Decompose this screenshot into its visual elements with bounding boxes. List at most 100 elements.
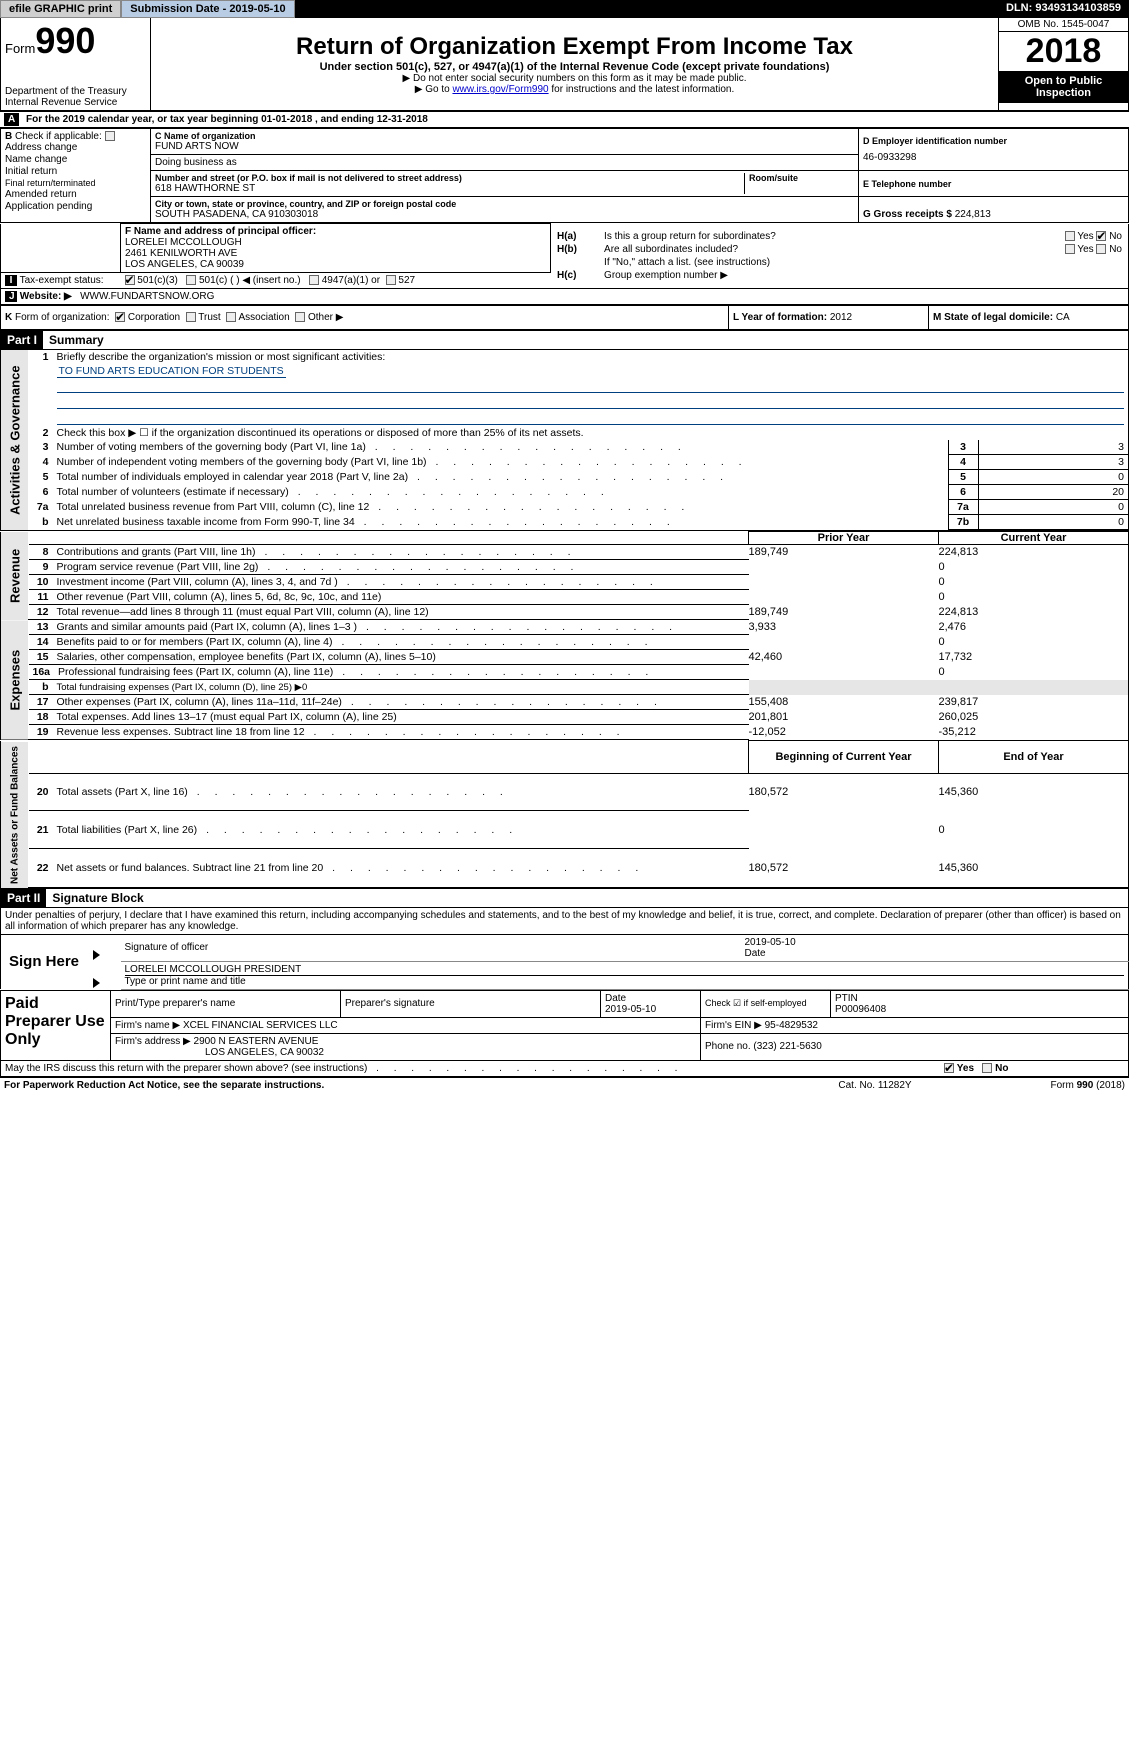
- opt-501c3[interactable]: 501(c)(3): [137, 275, 178, 286]
- line-22-begin: 180,572: [749, 849, 939, 888]
- check-address-change[interactable]: Address change: [5, 142, 146, 153]
- firm-name: XCEL FINANCIAL SERVICES LLC: [183, 1020, 338, 1031]
- sign-here-label: Sign Here: [1, 934, 91, 989]
- room-label: Room/suite: [749, 173, 854, 183]
- mission-text: TO FUND ARTS EDUCATION FOR STUDENTS: [57, 365, 286, 378]
- line-21-label: Total liabilities (Part X, line 26): [53, 823, 749, 837]
- line-11-current: 0: [939, 590, 1129, 605]
- col-prior-year: Prior Year: [749, 532, 939, 545]
- line-1-label: Briefly describe the organization's miss…: [53, 350, 1129, 364]
- perjury-statement: Under penalties of perjury, I declare th…: [0, 907, 1129, 934]
- box-g-label: G Gross receipts $: [863, 209, 952, 220]
- line-8-prior: 189,749: [749, 545, 939, 560]
- ptin-value: P00096408: [835, 1004, 1124, 1015]
- line-12-current: 224,813: [939, 605, 1129, 620]
- line-8-label: Contributions and grants (Part VIII, lin…: [53, 545, 749, 559]
- omb-number: OMB No. 1545-0047: [999, 18, 1128, 32]
- city-value: SOUTH PASADENA, CA 910303018: [155, 209, 854, 220]
- check-app-pending[interactable]: Application pending: [5, 201, 146, 212]
- tax-year: 2018: [999, 32, 1128, 71]
- open-to-public: Open to Public Inspection: [999, 71, 1128, 103]
- check-name-change[interactable]: Name change: [5, 154, 146, 165]
- prep-date: 2019-05-10: [605, 1004, 696, 1015]
- efile-topbar: efile GRAPHIC print Submission Date - 20…: [0, 0, 1129, 18]
- self-employed-check[interactable]: Check ☑ if self-employed: [701, 990, 831, 1017]
- opt-assoc[interactable]: Association: [239, 312, 290, 323]
- line-7a-label: Total unrelated business revenue from Pa…: [53, 500, 949, 515]
- irs-link[interactable]: www.irs.gov/Form990: [452, 84, 548, 95]
- section-governance: Activities & Governance: [1, 350, 29, 531]
- line-7b-label: Net unrelated business taxable income fr…: [53, 515, 949, 530]
- firm-ein-label: Firm's EIN ▶: [705, 1020, 762, 1031]
- print-name-label: Print/Type preparer's name: [111, 990, 341, 1017]
- line-8-current: 224,813: [939, 545, 1129, 560]
- opt-corp[interactable]: Corporation: [128, 312, 180, 323]
- row-m-label: M State of legal domicile:: [933, 312, 1053, 323]
- line-20-end: 145,360: [939, 773, 1129, 811]
- sig-date-label: Date: [745, 948, 1125, 959]
- part-ii-title: Signature Block: [46, 889, 149, 907]
- dept-treasury: Department of the Treasury: [5, 86, 146, 97]
- box-d-label: D Employer identification number: [863, 136, 1124, 146]
- year-formation: 2012: [830, 312, 852, 323]
- line-4-label: Number of independent voting members of …: [53, 455, 949, 470]
- opt-527[interactable]: 527: [398, 275, 415, 286]
- firm-addr2: LOS ANGELES, CA 90032: [205, 1047, 324, 1058]
- hb-label: Are all subordinates included?: [604, 244, 991, 255]
- line-13-label: Grants and similar amounts paid (Part IX…: [53, 620, 749, 634]
- org-name: FUND ARTS NOW: [155, 141, 854, 152]
- part-ii-header: Part II: [1, 889, 46, 907]
- check-initial-return[interactable]: Initial return: [5, 166, 146, 177]
- line-12-prior: 189,749: [749, 605, 939, 620]
- line-18-current: 260,025: [939, 710, 1129, 725]
- state-domicile: CA: [1056, 312, 1070, 323]
- officer-name-title: LORELEI MCCOLLOUGH PRESIDENT: [125, 964, 1125, 976]
- line-9-label: Program service revenue (Part VIII, line…: [53, 560, 749, 574]
- phone-label: Phone no.: [705, 1041, 751, 1052]
- opt-501c[interactable]: 501(c) ( ) ◀ (insert no.): [199, 275, 301, 286]
- opt-other[interactable]: Other ▶: [308, 312, 343, 323]
- box-e-label: E Telephone number: [863, 179, 1124, 189]
- line-5-label: Total number of individuals employed in …: [53, 470, 949, 485]
- prep-date-label: Date: [605, 993, 696, 1004]
- opt-4947[interactable]: 4947(a)(1) or: [322, 275, 380, 286]
- line-17-prior: 155,408: [749, 695, 939, 710]
- officer-addr2: LOS ANGELES, CA 90039: [125, 259, 546, 270]
- line-19-current: -35,212: [939, 725, 1129, 740]
- line-3-label: Number of voting members of the governin…: [53, 440, 949, 455]
- hb-note: If "No," attach a list. (see instruction…: [604, 257, 1122, 268]
- row-a-tax-year: A For the 2019 calendar year, or tax yea…: [0, 110, 1129, 128]
- sig-officer-label: Signature of officer: [121, 934, 741, 961]
- efile-print-button[interactable]: efile GRAPHIC print: [0, 0, 121, 18]
- col-current-year: Current Year: [939, 532, 1129, 545]
- row-k-label: Form of organization:: [15, 312, 110, 323]
- opt-trust[interactable]: Trust: [198, 312, 220, 323]
- check-final-return[interactable]: Final return/terminated: [5, 178, 146, 188]
- arrow-icon: [93, 978, 100, 988]
- dln-label: DLN: 93493134103859: [998, 0, 1129, 18]
- form-number: Form990: [5, 20, 146, 62]
- line-17-current: 239,817: [939, 695, 1129, 710]
- check-amended[interactable]: Amended return: [5, 189, 146, 200]
- firm-addr-label: Firm's address ▶: [115, 1036, 191, 1047]
- ha-label: Is this a group return for subordinates?: [604, 231, 991, 242]
- form-subtitle-1: Under section 501(c), 527, or 4947(a)(1)…: [155, 61, 994, 73]
- line-13-current: 2,476: [939, 620, 1129, 635]
- line-16a-label: Professional fundraising fees (Part IX, …: [54, 665, 748, 679]
- line-13-prior: 3,933: [749, 620, 939, 635]
- sig-date: 2019-05-10: [745, 937, 1125, 948]
- irs-label: Internal Revenue Service: [5, 97, 146, 108]
- line-6-value: 20: [978, 485, 1128, 500]
- submission-date: Submission Date - 2019-05-10: [121, 0, 294, 18]
- line-19-prior: -12,052: [749, 725, 939, 740]
- line-21-end: 0: [939, 811, 1129, 849]
- street-value: 618 HAWTHORNE ST: [155, 183, 744, 194]
- arrow-icon: [93, 950, 100, 960]
- part-i-title: Summary: [43, 331, 110, 349]
- line-6-label: Total number of volunteers (estimate if …: [53, 485, 949, 500]
- firm-addr1: 2900 N EASTERN AVENUE: [194, 1036, 319, 1047]
- box-b-label: Check if applicable:: [15, 131, 102, 142]
- line-14-current: 0: [939, 635, 1129, 650]
- col-begin-year: Beginning of Current Year: [749, 741, 939, 774]
- line-18-label: Total expenses. Add lines 13–17 (must eq…: [53, 710, 749, 724]
